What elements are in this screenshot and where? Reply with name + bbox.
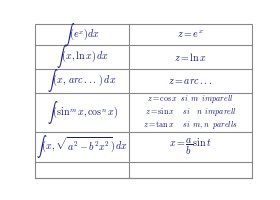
Text: $z = \sin x \quad\; si \quad n \;\; imparell$: $z = \sin x \quad\; si \quad n \;\; impa…: [145, 106, 237, 118]
Text: $z = e^x$: $z = e^x$: [177, 29, 204, 40]
Text: $z = \tan x \quad\; si \;\; m,n \;\; parells$: $z = \tan x \quad\; si \;\; m,n \;\; par…: [143, 119, 238, 131]
Text: $\int(x,\sqrt{a^2 - b^2x^2})\,dx$: $\int(x,\sqrt{a^2 - b^2x^2})\,dx$: [36, 133, 128, 160]
Text: $z = arc\,...$: $z = arc\,...$: [169, 76, 213, 86]
Text: $\int(\sin^m x,\cos^n x)$: $\int(\sin^m x,\cos^n x)$: [46, 99, 118, 126]
Text: $z = \ln x$: $z = \ln x$: [174, 51, 207, 63]
Text: $\int(e^x)dx$: $\int(e^x)dx$: [64, 21, 100, 48]
Text: $x = \dfrac{a}{b}\sin t$: $x = \dfrac{a}{b}\sin t$: [169, 137, 212, 157]
Text: $\int(x,\,arc\,...\,)\,dx$: $\int(x,\,arc\,...\,)\,dx$: [48, 67, 117, 94]
Text: $z = \cos x \;\; si \;\; m \;\; imparell$: $z = \cos x \;\; si \;\; m \;\; imparell…: [147, 93, 234, 105]
Text: $\int(x, \ln x)\,dx$: $\int(x, \ln x)\,dx$: [56, 43, 109, 70]
